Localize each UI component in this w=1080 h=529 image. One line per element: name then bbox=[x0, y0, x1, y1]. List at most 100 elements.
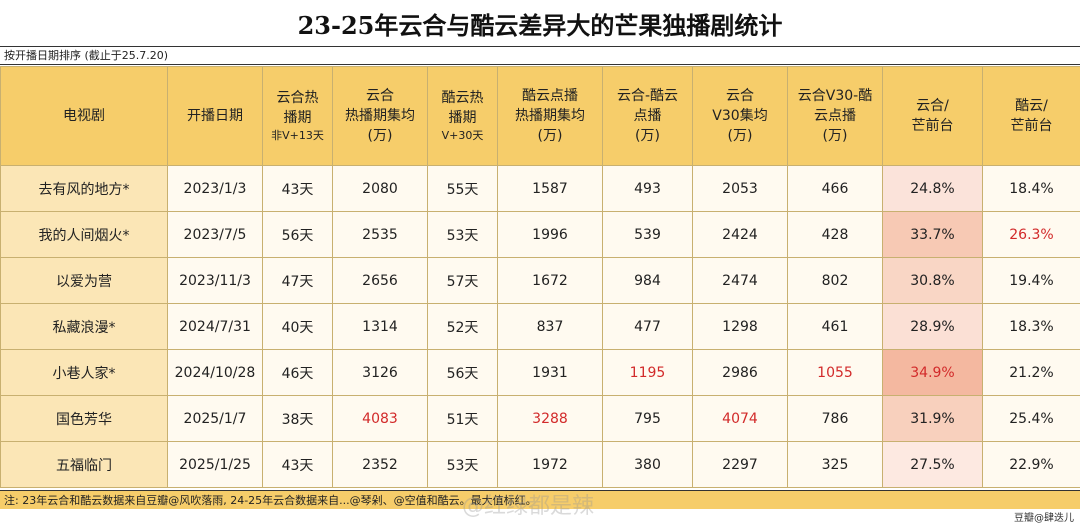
column-header-text: (万) bbox=[635, 128, 660, 144]
table-cell: 1055 bbox=[787, 349, 883, 396]
column-header-text: 云合/ bbox=[916, 98, 949, 114]
table-row: 国色芳华 2025/1/7 38天 4083 51天 3288 795 4074 786 31.9… bbox=[0, 395, 1080, 442]
table-cell: 25.4% bbox=[982, 395, 1080, 442]
table-row: 去有风的地方* 2023/1/3 43天 2080 55天 1587 493 2053 466 2… bbox=[0, 165, 1080, 212]
table-cell: 1931 bbox=[497, 349, 603, 396]
column-header: 云合 V30集均 (万) bbox=[692, 66, 788, 166]
table-cell: 55天 bbox=[427, 165, 498, 212]
column-header-text: 播期 bbox=[283, 110, 312, 126]
column-header-text: (万) bbox=[822, 128, 848, 144]
column-header-text: 芒前台 bbox=[1010, 118, 1053, 134]
column-header-text: 酷云点播 bbox=[522, 88, 578, 104]
table-cell: 2656 bbox=[332, 257, 428, 304]
table-cell: 56天 bbox=[427, 349, 498, 396]
table-cell: 1195 bbox=[602, 349, 693, 396]
column-header: 酷云/芒前台 bbox=[982, 66, 1080, 166]
drama-name-cell: 国色芳华 bbox=[0, 395, 168, 442]
table-cell: 53天 bbox=[427, 441, 498, 488]
table-row: 以爱为营 2023/11/3 47天 2656 57天 1672 984 2474 802 30.… bbox=[0, 257, 1080, 304]
footnote: 注: 23年云合和酷云数据来自豆瓣@风吹落雨, 24-25年云合数据来自...@… bbox=[0, 490, 1080, 509]
table-cell: 539 bbox=[602, 211, 693, 258]
table-cell: 18.3% bbox=[982, 303, 1080, 350]
table-cell: 2352 bbox=[332, 441, 428, 488]
table-cell: 2023/1/3 bbox=[167, 165, 263, 212]
header-row: 电视剧 开播日期 云合热播期非V+13天 云合热播期集均 (万) 酷云热播期 V+30天 酷云… bbox=[0, 66, 1080, 166]
table-cell: 46天 bbox=[262, 349, 333, 396]
table-cell: 1298 bbox=[692, 303, 788, 350]
sort-note: 按开播日期排序 (截止于25.7.20) bbox=[0, 47, 1080, 65]
column-header-text: 播期 bbox=[448, 110, 477, 126]
column-header-text: 云合-酷云 bbox=[616, 88, 679, 104]
table-cell: 19.4% bbox=[982, 257, 1080, 304]
table-cell: 21.2% bbox=[982, 349, 1080, 396]
drama-name-cell: 去有风的地方* bbox=[0, 165, 168, 212]
column-header: 开播日期 bbox=[167, 66, 263, 166]
table-cell: 38天 bbox=[262, 395, 333, 442]
column-header-text: 云合热 bbox=[276, 90, 319, 106]
table-cell: 2080 bbox=[332, 165, 428, 212]
column-header-subtext: V+30天 bbox=[441, 129, 484, 142]
table-row: 小巷人家* 2024/10/28 46天 3126 56天 1931 1195 2986 105… bbox=[0, 349, 1080, 396]
table-cell: 2535 bbox=[332, 211, 428, 258]
table-cell: 47天 bbox=[262, 257, 333, 304]
table-cell: 24.8% bbox=[882, 165, 983, 212]
table-cell: 4083 bbox=[332, 395, 428, 442]
table-cell: 43天 bbox=[262, 165, 333, 212]
column-header-text: 热播期集均 bbox=[345, 108, 415, 124]
table-cell: 461 bbox=[787, 303, 883, 350]
table-cell: 33.7% bbox=[882, 211, 983, 258]
table-cell: 325 bbox=[787, 441, 883, 488]
column-header-text: (万) bbox=[367, 128, 393, 144]
table-cell: 2025/1/25 bbox=[167, 441, 263, 488]
page-title: 23-25年云合与酷云差异大的芒果独播剧统计 bbox=[0, 0, 1080, 47]
column-header-text: 云合 bbox=[366, 88, 394, 104]
table-cell: 18.4% bbox=[982, 165, 1080, 212]
table-cell: 22.9% bbox=[982, 441, 1080, 488]
drama-name-cell: 私藏浪漫* bbox=[0, 303, 168, 350]
table-cell: 53天 bbox=[427, 211, 498, 258]
table-cell: 2025/1/7 bbox=[167, 395, 263, 442]
drama-name-cell: 以爱为营 bbox=[0, 257, 168, 304]
column-header-text: 酷云热 bbox=[441, 90, 484, 106]
column-header: 云合-酷云点播 (万) bbox=[602, 66, 693, 166]
table-cell: 428 bbox=[787, 211, 883, 258]
drama-name-cell: 我的人间烟火* bbox=[0, 211, 168, 258]
table-cell: 1672 bbox=[497, 257, 603, 304]
column-header-text: 芒前台 bbox=[911, 118, 954, 134]
table-cell: 2474 bbox=[692, 257, 788, 304]
drama-name-cell: 五福临门 bbox=[0, 441, 168, 488]
column-header-text: 电视剧 bbox=[63, 108, 105, 124]
table-cell: 40天 bbox=[262, 303, 333, 350]
column-header-text: 热播期集均 bbox=[515, 108, 585, 124]
column-header-text: 点播 bbox=[633, 108, 662, 124]
table-cell: 2424 bbox=[692, 211, 788, 258]
table-cell: 34.9% bbox=[882, 349, 983, 396]
column-header: 电视剧 bbox=[0, 66, 168, 166]
table-cell: 57天 bbox=[427, 257, 498, 304]
stats-table: 电视剧 开播日期 云合热播期非V+13天 云合热播期集均 (万) 酷云热播期 V+30天 酷云… bbox=[0, 66, 1080, 488]
column-header-text: 酷云/ bbox=[1015, 98, 1048, 114]
table-row: 我的人间烟火* 2023/7/5 56天 2535 53天 1996 539 2424 428 3… bbox=[0, 211, 1080, 258]
table-cell: 2297 bbox=[692, 441, 788, 488]
table-cell: 2024/7/31 bbox=[167, 303, 263, 350]
column-header: 云合热播期非V+13天 bbox=[262, 66, 333, 166]
column-header: 云合V30-酷 云点播 (万) bbox=[787, 66, 883, 166]
table-cell: 52天 bbox=[427, 303, 498, 350]
table-cell: 2053 bbox=[692, 165, 788, 212]
table-cell: 28.9% bbox=[882, 303, 983, 350]
table-cell: 2986 bbox=[692, 349, 788, 396]
column-header-text: 云合 bbox=[726, 88, 754, 104]
table-cell: 56天 bbox=[262, 211, 333, 258]
table-cell: 1972 bbox=[497, 441, 603, 488]
table-cell: 493 bbox=[602, 165, 693, 212]
table-cell: 43天 bbox=[262, 441, 333, 488]
column-header-subtext: 非V+13天 bbox=[271, 129, 324, 142]
table-cell: 31.9% bbox=[882, 395, 983, 442]
table-cell: 984 bbox=[602, 257, 693, 304]
drama-name-cell: 小巷人家* bbox=[0, 349, 168, 396]
table-cell: 795 bbox=[602, 395, 693, 442]
table-cell: 51天 bbox=[427, 395, 498, 442]
column-header-text: 开播日期 bbox=[187, 108, 243, 124]
table-cell: 27.5% bbox=[882, 441, 983, 488]
table-cell: 466 bbox=[787, 165, 883, 212]
